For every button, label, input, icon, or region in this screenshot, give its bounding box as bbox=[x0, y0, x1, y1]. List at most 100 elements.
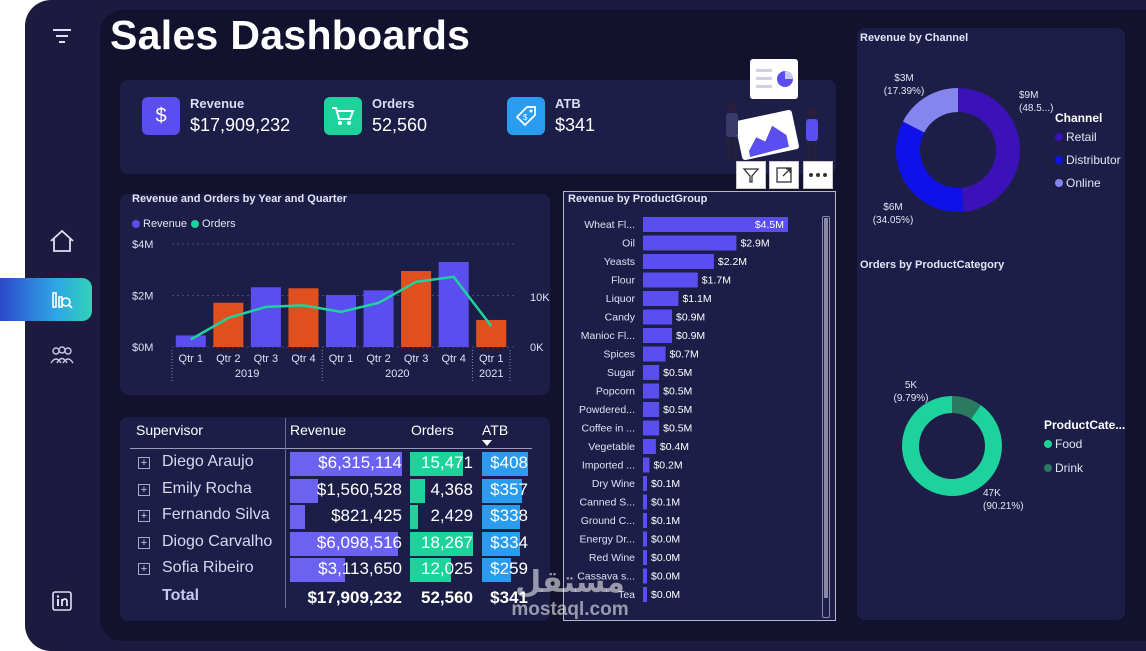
product-group-bar[interactable] bbox=[643, 291, 679, 306]
product-group-label: Popcorn bbox=[596, 386, 635, 398]
year-quarter-chart-title: Revenue and Orders by Year and Quarter bbox=[132, 193, 347, 205]
product-group-bar[interactable] bbox=[643, 568, 647, 584]
product-group-label: Ground C... bbox=[581, 515, 635, 527]
product-group-value-label: $1.1M bbox=[682, 293, 711, 305]
product-group-bar[interactable] bbox=[643, 346, 666, 362]
revenue-bar[interactable] bbox=[325, 294, 357, 347]
revenue-value: $821,425 bbox=[331, 506, 402, 525]
product-group-bar[interactable] bbox=[643, 328, 672, 343]
revenue-bar bbox=[290, 531, 399, 556]
orders-value: 2,429 bbox=[430, 506, 473, 525]
legend-item-food[interactable]: Food bbox=[1044, 437, 1082, 451]
table-total-row: Total $17,909,232 52,560 $341 bbox=[130, 584, 550, 610]
total-orders: 52,560 bbox=[421, 588, 473, 607]
donut-slice-online[interactable] bbox=[902, 88, 958, 133]
linkedin-icon[interactable] bbox=[51, 590, 73, 612]
year-label: 2021 bbox=[479, 368, 503, 380]
supervisor-name: Fernando Silva bbox=[162, 506, 270, 523]
focus-mode-button[interactable] bbox=[769, 161, 799, 189]
product-group-chart: Wheat Fl... $4.5M Oil $2.9M Yeasts $2.2M Flour… bbox=[577, 217, 788, 602]
dashboard-illustration bbox=[726, 59, 818, 161]
legend-item-drink[interactable]: Drink bbox=[1044, 461, 1083, 475]
product-group-bar[interactable] bbox=[643, 494, 647, 510]
expand-icon[interactable]: + bbox=[138, 563, 150, 575]
table-row[interactable]: + Diogo Carvalho $6,098,516 18,267 $334 bbox=[130, 530, 550, 556]
atb-bar bbox=[482, 531, 520, 556]
analytics-icon[interactable] bbox=[48, 286, 76, 312]
product-group-label: Spices bbox=[603, 349, 635, 361]
orders-bar bbox=[410, 478, 426, 503]
table-row[interactable]: + Sofia Ribeiro $3,113,650 12,025 $259 bbox=[130, 556, 550, 582]
product-group-label: Manioc Fl... bbox=[581, 330, 635, 342]
cart-icon bbox=[324, 97, 362, 135]
product-group-bar[interactable] bbox=[643, 587, 647, 602]
product-group-label: Sugar bbox=[607, 367, 636, 379]
revenue-bar[interactable] bbox=[250, 287, 281, 347]
left-axis-tick: $4M bbox=[132, 239, 153, 251]
sort-desc-icon[interactable] bbox=[482, 440, 492, 446]
donut-slice-distributor[interactable] bbox=[896, 121, 964, 212]
product-group-bar[interactable] bbox=[643, 272, 698, 288]
revenue-bar[interactable] bbox=[401, 271, 432, 347]
product-group-label: Energy Dr... bbox=[580, 534, 635, 546]
home-icon[interactable] bbox=[48, 228, 76, 254]
filter-visual-button[interactable] bbox=[736, 161, 766, 189]
legend-item-distributor[interactable]: Distributor bbox=[1055, 153, 1121, 167]
product-group-bar[interactable] bbox=[643, 420, 660, 436]
more-options-button[interactable] bbox=[803, 161, 833, 189]
header-orders[interactable]: Orders bbox=[411, 422, 454, 438]
table-row[interactable]: + Fernando Silva $821,425 2,429 $338 bbox=[130, 503, 550, 529]
product-group-bar[interactable] bbox=[643, 217, 788, 232]
product-group-bar[interactable] bbox=[643, 513, 647, 528]
donut-slice-drink[interactable] bbox=[952, 396, 981, 420]
expand-icon[interactable]: + bbox=[138, 536, 150, 549]
right-axis-tick: 0K bbox=[530, 342, 544, 354]
product-group-scrollbar[interactable] bbox=[822, 216, 830, 618]
product-group-bar[interactable] bbox=[643, 457, 650, 473]
product-group-bar[interactable] bbox=[643, 550, 647, 565]
header-atb[interactable]: ATB bbox=[482, 422, 509, 438]
product-group-bar[interactable] bbox=[643, 254, 714, 269]
category-donut-chart bbox=[902, 396, 1002, 496]
orders-value: 15,471 bbox=[421, 453, 473, 472]
product-group-bar[interactable] bbox=[643, 365, 660, 380]
atb-value: $338 bbox=[490, 506, 528, 525]
expand-icon[interactable]: + bbox=[138, 510, 150, 522]
table-row[interactable]: + Emily Rocha $1,560,528 4,368 $357 bbox=[130, 477, 550, 503]
product-group-bar[interactable] bbox=[643, 309, 672, 325]
revenue-bar[interactable] bbox=[363, 290, 394, 347]
revenue-bar[interactable] bbox=[175, 335, 206, 347]
header-revenue[interactable]: Revenue bbox=[290, 422, 347, 438]
legend-item-online[interactable]: Online bbox=[1055, 176, 1101, 190]
filter-icon[interactable] bbox=[50, 26, 74, 46]
quarter-label: Qtr 3 bbox=[404, 353, 428, 365]
donut-slice-food[interactable] bbox=[902, 396, 1002, 496]
product-group-bar[interactable] bbox=[643, 383, 660, 399]
revenue-bar[interactable] bbox=[288, 288, 319, 347]
table-row[interactable]: + Diego Araujo $6,315,114 15,471 $408 bbox=[130, 450, 550, 476]
svg-text:$: $ bbox=[523, 113, 528, 122]
product-group-bar[interactable] bbox=[643, 439, 656, 454]
total-atb: $341 bbox=[490, 588, 528, 607]
year-quarter-chart: $4M $2M $0M 10K 0K Qtr 1 Qtr 2 Qtr 3 Qtr 4 Qtr 1 Q… bbox=[132, 239, 550, 382]
product-group-bar[interactable] bbox=[643, 402, 660, 417]
orders-line[interactable] bbox=[190, 275, 493, 341]
tag-icon: $ bbox=[507, 97, 545, 135]
expand-icon[interactable]: + bbox=[138, 483, 150, 496]
scrollbar-thumb[interactable] bbox=[824, 218, 828, 598]
revenue-value: $6,098,516 bbox=[316, 532, 402, 552]
product-group-bar[interactable] bbox=[643, 235, 737, 251]
users-icon[interactable] bbox=[48, 343, 76, 367]
revenue-bar[interactable] bbox=[438, 262, 469, 347]
product-group-bar[interactable] bbox=[643, 531, 647, 547]
legend-item-retail[interactable]: Retail bbox=[1055, 130, 1097, 144]
header-supervisor[interactable]: Supervisor bbox=[136, 422, 203, 438]
category-legend-title: ProductCate... bbox=[1044, 418, 1126, 432]
expand-icon[interactable]: + bbox=[138, 457, 150, 469]
kpi-value: $17,909,232 bbox=[190, 115, 291, 135]
product-group-bar[interactable] bbox=[643, 476, 647, 491]
product-group-label: Red Wine bbox=[589, 552, 635, 564]
legend-orders: Orders bbox=[202, 218, 236, 230]
donut-slice-retail[interactable] bbox=[958, 88, 1020, 212]
product-group-label: Oil bbox=[622, 238, 635, 250]
